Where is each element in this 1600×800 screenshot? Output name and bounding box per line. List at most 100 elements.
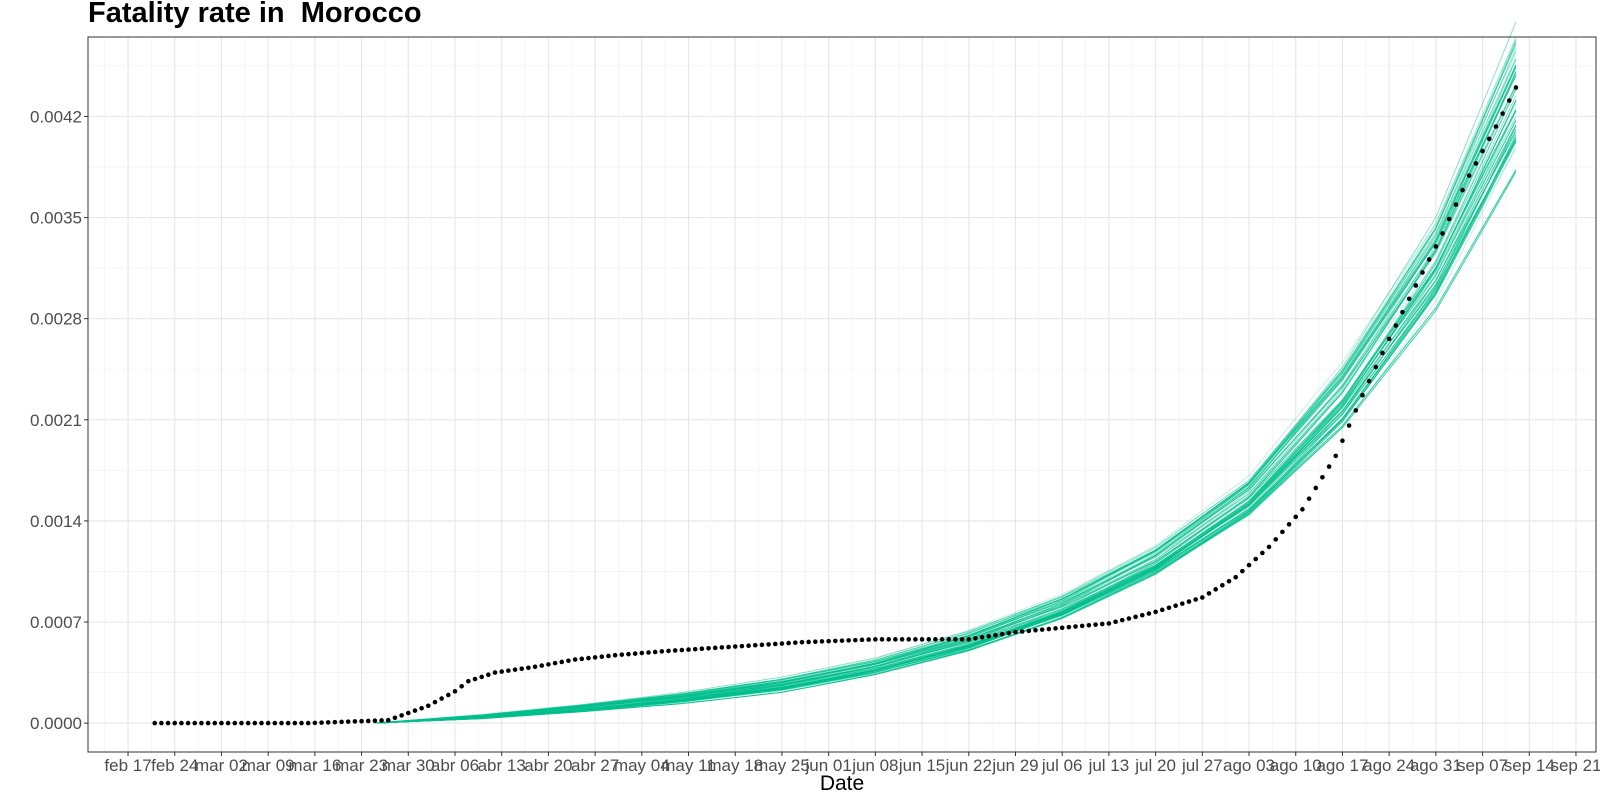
observed-point (826, 638, 831, 644)
observed-point (686, 647, 691, 652)
y-tick-label: 0.0028 (30, 310, 82, 329)
observed-point (1253, 556, 1258, 562)
observed-point (299, 720, 304, 726)
x-tick-label: ago 24 (1363, 756, 1415, 775)
observed-point (1480, 148, 1485, 154)
observed-point (1019, 629, 1025, 634)
x-tick-label: ago 10 (1270, 756, 1322, 775)
observed-point (526, 665, 531, 671)
observed-point (405, 710, 411, 716)
observed-point (1186, 599, 1192, 604)
observed-point (1280, 529, 1285, 535)
observed-point (1513, 85, 1519, 90)
observed-point (199, 720, 204, 726)
observed-point (1300, 507, 1305, 512)
observed-point (1159, 607, 1165, 613)
observed-point (619, 652, 625, 657)
observed-point (712, 645, 718, 651)
observed-point (606, 653, 611, 659)
observed-point (1066, 624, 1072, 630)
observed-point (1173, 603, 1178, 608)
observed-point (365, 718, 371, 724)
observed-point (1193, 597, 1198, 602)
x-tick-label: mar 09 (242, 756, 295, 775)
observed-point (1360, 392, 1365, 398)
observed-point (1006, 630, 1012, 636)
x-tick-label: may 11 (661, 756, 716, 775)
observed-point (512, 667, 518, 672)
observed-point (165, 720, 171, 726)
observed-point (1400, 309, 1405, 315)
observed-point (572, 657, 578, 662)
observed-points (152, 85, 1519, 726)
observed-point (739, 643, 745, 649)
observed-point (1333, 453, 1339, 459)
observed-point (1373, 364, 1379, 370)
simulation-line (374, 44, 1517, 724)
observed-point (245, 720, 251, 726)
observed-point (412, 708, 418, 713)
x-tick-label: abr 06 (431, 756, 479, 775)
observed-point (953, 637, 958, 642)
y-tick-label: 0.0007 (30, 613, 82, 632)
observed-point (1346, 423, 1352, 428)
observed-point (1380, 350, 1385, 356)
observed-point (259, 720, 264, 726)
observed-point (519, 666, 525, 671)
observed-point (559, 659, 565, 665)
observed-point (1119, 617, 1125, 623)
observed-point (439, 696, 444, 701)
observed-point (639, 650, 645, 656)
observed-point (906, 637, 912, 642)
observed-point (1326, 464, 1332, 469)
simulation-line (374, 108, 1517, 724)
observed-point (499, 669, 505, 674)
observed-point (1059, 625, 1065, 631)
observed-point (265, 720, 271, 726)
observed-point (946, 637, 952, 642)
observed-point (659, 649, 665, 654)
observed-point (152, 720, 158, 726)
observed-point (1493, 124, 1499, 129)
observed-point (459, 683, 464, 689)
plot-panel-grid (88, 37, 1596, 752)
observed-point (1353, 408, 1359, 413)
observed-point (579, 656, 585, 662)
observed-point (392, 715, 398, 721)
observed-point (1406, 296, 1412, 302)
observed-point (746, 643, 751, 648)
observed-point (479, 674, 484, 680)
observed-point (446, 692, 451, 698)
observed-point (1073, 624, 1078, 629)
x-tick-label: may 04 (614, 756, 670, 775)
observed-point (879, 637, 885, 642)
observed-point (1473, 161, 1479, 166)
observed-point (379, 718, 384, 723)
observed-point (185, 720, 191, 726)
x-tick-label: feb 24 (151, 756, 198, 775)
simulation-line (374, 67, 1517, 724)
observed-point (813, 639, 818, 644)
observed-point (1366, 378, 1372, 384)
observed-point (1086, 623, 1092, 628)
observed-point (339, 719, 344, 725)
x-tick-label: mar 23 (335, 756, 388, 775)
observed-point (1146, 611, 1152, 616)
observed-point (679, 647, 685, 653)
observed-point (1053, 626, 1058, 631)
observed-point (419, 705, 424, 711)
observed-point (646, 650, 651, 655)
observed-point (452, 689, 458, 694)
observed-point (312, 720, 318, 726)
observed-point (1413, 283, 1419, 288)
observed-point (372, 718, 378, 723)
x-tick-label: abr 20 (524, 756, 572, 775)
observed-point (532, 664, 538, 670)
observed-point (399, 713, 404, 718)
observed-point (1213, 587, 1218, 592)
observed-point (792, 640, 798, 645)
observed-point (1013, 629, 1018, 635)
observed-point (886, 637, 892, 642)
observed-point (1446, 216, 1452, 222)
x-tick-label: mar 16 (288, 756, 341, 775)
